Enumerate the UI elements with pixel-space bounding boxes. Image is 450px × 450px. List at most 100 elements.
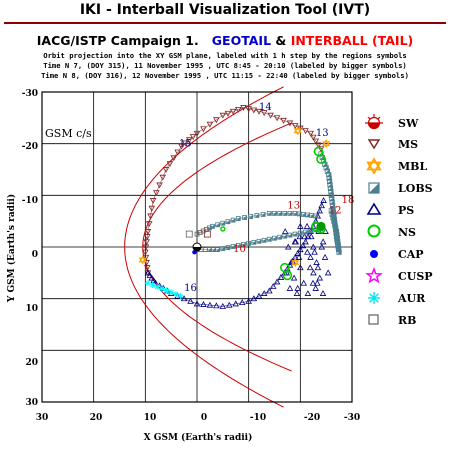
ms-marker [260, 110, 268, 117]
ns-marker [313, 146, 324, 157]
ms-marker [240, 105, 247, 111]
lobs-marker-fill [220, 246, 225, 251]
ms-marker [142, 249, 149, 256]
ms-marker [302, 128, 309, 135]
ps-marker [180, 295, 188, 302]
lobs-marker-fill [272, 236, 277, 241]
half-filled-square-icon [368, 182, 380, 194]
time-label: 15 [179, 138, 192, 149]
ms-marker [156, 182, 163, 189]
orbits [138, 105, 342, 309]
ms-marker [312, 138, 320, 145]
lobs-marker-fill [231, 244, 236, 249]
ps-marker [324, 269, 332, 276]
lobs-marker-fill [261, 212, 266, 217]
ps-marker [310, 243, 317, 250]
ps-marker [297, 264, 304, 271]
lobs-marker-fill [332, 222, 337, 227]
ms-marker [315, 142, 322, 149]
lobs-marker-fill [211, 247, 216, 252]
y-tick-labels: -30 -20 -10 0 10 20 30 [22, 89, 38, 408]
lobs-marker-fill [231, 218, 236, 223]
ps-marker [302, 238, 309, 245]
ps-marker [320, 197, 327, 203]
lobs-marker-fill [336, 249, 342, 255]
ps-marker [304, 248, 311, 255]
ms-marker [170, 155, 178, 162]
info-line-2: Time N 7, (DOY 315), 11 November 1995 , … [43, 61, 407, 70]
lobs-marker-fill [207, 247, 212, 252]
lobs-marker-fill [236, 243, 241, 248]
ps-marker [250, 295, 258, 302]
legend-label-ps: PS [398, 204, 414, 217]
campaign-prefix: IACG/ISTP Campaign 1. [36, 33, 199, 48]
ps-marker [277, 273, 285, 280]
ps-marker [299, 242, 307, 249]
ps-marker [260, 290, 268, 296]
time-label: 10 [233, 244, 246, 255]
legend-label-rb: RB [398, 314, 416, 327]
app-title: IKI - Interball Visualization Tool (IVT) [79, 2, 371, 18]
earth-icon [192, 242, 202, 252]
lobs-marker-fill [329, 212, 335, 217]
ps-marker [313, 259, 320, 265]
ps-marker [297, 222, 304, 229]
lobs-marker-fill [334, 229, 339, 234]
ps-marker [314, 279, 321, 286]
time-label: 16 [184, 283, 197, 294]
ps-marker [193, 300, 201, 307]
ms-marker [291, 123, 299, 130]
ps-marker [150, 277, 158, 284]
legend-label-lobs: LOBS [398, 182, 433, 195]
ps-marker [238, 299, 246, 306]
lobs-marker-fill [241, 242, 246, 247]
legend-label-aur: AUR [397, 292, 426, 305]
ms-marker [206, 121, 214, 128]
ps-marker [269, 282, 277, 289]
filled-circle-icon [370, 250, 378, 258]
x-tick-label: -20 [304, 413, 320, 423]
lobs-marker-fill [313, 214, 318, 218]
lobs-marker-fill [293, 211, 298, 216]
lobs-marker-fill [242, 215, 247, 220]
lobs-marker-fill [293, 232, 298, 237]
campaign-title: IACG/ISTP Campaign 1. GEOTAIL & INTERBAL… [0, 33, 450, 48]
lobs-marker-fill [288, 211, 292, 216]
mbl-marker [138, 255, 147, 265]
lobs-marker-fill [335, 239, 340, 245]
ms-marker [149, 198, 157, 204]
ps-marker [226, 301, 233, 308]
lobs-marker-fill [335, 236, 340, 241]
ms-marker [229, 108, 237, 115]
legend: SW MS MBL LOBS PS NS CAP CUSP [365, 114, 433, 327]
ms-marker [286, 120, 294, 127]
square-icon [368, 314, 379, 325]
ps-marker [312, 217, 320, 224]
ps-marker [148, 274, 156, 281]
ms-marker [148, 205, 156, 212]
lobs-marker-fill [301, 212, 306, 217]
ps-marker [318, 243, 326, 250]
ps-marker [200, 301, 207, 307]
ms-marker [174, 149, 181, 156]
aur-marker [163, 287, 170, 294]
lobs-marker-fill [297, 211, 302, 216]
ps-marker [266, 287, 273, 294]
spacecraft-geotail: GEOTAIL [211, 33, 272, 48]
asterisk-icon [368, 292, 380, 304]
lobs-marker-fill [226, 219, 230, 224]
lobs-marker-fill [309, 213, 314, 218]
ms-marker [143, 260, 150, 266]
lobs-marker-fill [288, 233, 292, 238]
y-tick-label: 0 [32, 250, 38, 260]
lobs-marker-fill [236, 216, 241, 221]
ps-marker [232, 300, 240, 307]
ms-marker [280, 117, 287, 124]
ps-marker [292, 238, 300, 245]
lobs-marker-fill [257, 239, 261, 244]
sun-icon [365, 114, 383, 130]
legend-label-ms: MS [398, 138, 418, 151]
ps-marker [281, 228, 289, 234]
mbl-marker [291, 257, 300, 268]
ms-marker [235, 106, 242, 113]
